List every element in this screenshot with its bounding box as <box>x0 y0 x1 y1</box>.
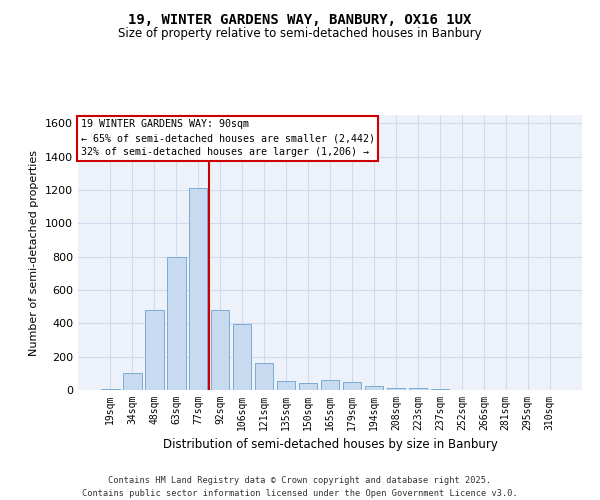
Bar <box>431 389 449 390</box>
Bar <box>386 388 405 390</box>
X-axis label: Distribution of semi-detached houses by size in Banbury: Distribution of semi-detached houses by … <box>163 438 497 452</box>
Bar <box>211 310 229 390</box>
Bar <box>189 188 208 390</box>
Text: 19 WINTER GARDENS WAY: 90sqm
← 65% of semi-detached houses are smaller (2,442)
3: 19 WINTER GARDENS WAY: 90sqm ← 65% of se… <box>80 119 374 157</box>
Bar <box>320 380 340 390</box>
Bar <box>343 382 361 390</box>
Bar <box>123 374 142 390</box>
Bar <box>101 389 119 390</box>
Y-axis label: Number of semi-detached properties: Number of semi-detached properties <box>29 150 40 356</box>
Bar <box>277 381 295 390</box>
Bar <box>255 364 274 390</box>
Bar <box>233 324 251 390</box>
Bar <box>145 310 164 390</box>
Bar <box>365 386 383 390</box>
Text: 19, WINTER GARDENS WAY, BANBURY, OX16 1UX: 19, WINTER GARDENS WAY, BANBURY, OX16 1U… <box>128 12 472 26</box>
Bar <box>409 388 427 390</box>
Text: Size of property relative to semi-detached houses in Banbury: Size of property relative to semi-detach… <box>118 28 482 40</box>
Bar <box>299 382 317 390</box>
Text: Contains HM Land Registry data © Crown copyright and database right 2025.
Contai: Contains HM Land Registry data © Crown c… <box>82 476 518 498</box>
Bar <box>167 256 185 390</box>
